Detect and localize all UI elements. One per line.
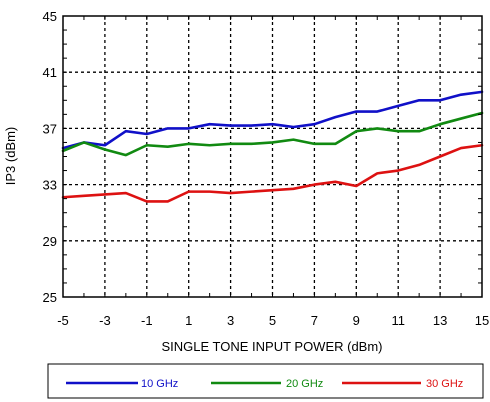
x-tick-label: 9 — [353, 313, 360, 328]
series-line — [61, 90, 484, 150]
legend-label: 30 GHz — [426, 378, 463, 390]
y-tick-label: 37 — [43, 121, 57, 136]
series-line — [61, 111, 484, 157]
x-tick-label: -1 — [141, 313, 153, 328]
legend-label: 20 GHz — [286, 378, 323, 390]
y-tick-label: 29 — [43, 234, 57, 249]
x-tick-label: 5 — [269, 313, 276, 328]
legend: 10 GHz 20 GHz 30 GHz — [47, 363, 484, 399]
x-tick-label: 13 — [433, 313, 447, 328]
x-axis-title: SINGLE TONE INPUT POWER (dBm) — [161, 339, 382, 354]
x-tick-label: 11 — [391, 313, 405, 328]
x-tick-label: -3 — [99, 313, 111, 328]
y-tick-label: 25 — [43, 290, 57, 305]
y-tick-label: 33 — [43, 178, 57, 193]
y-tick-label: 45 — [43, 9, 57, 24]
legend-label: 10 GHz — [141, 378, 178, 390]
x-tick-label: -5 — [57, 313, 69, 328]
series-layer — [61, 90, 484, 203]
y-tick-label: 41 — [43, 65, 57, 80]
x-tick-label: 7 — [311, 313, 318, 328]
x-tick-label: 1 — [185, 313, 192, 328]
grid-layer — [63, 16, 482, 297]
y-axis-title: IP3 (dBm) — [3, 127, 18, 186]
x-tick-label: 15 — [475, 313, 489, 328]
series-line — [61, 143, 484, 203]
legend-box — [47, 363, 484, 399]
x-tick-label: 3 — [227, 313, 234, 328]
